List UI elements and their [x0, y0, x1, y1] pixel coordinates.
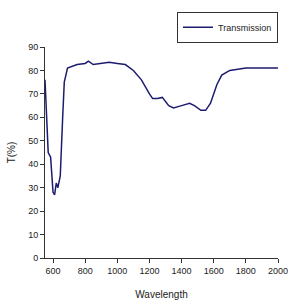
svg-text:800: 800 [78, 266, 93, 276]
svg-text:Wavelength: Wavelength [135, 289, 187, 300]
svg-text:20: 20 [28, 206, 38, 216]
svg-text:1000: 1000 [107, 266, 127, 276]
svg-text:600: 600 [46, 266, 61, 276]
svg-text:10: 10 [28, 230, 38, 240]
svg-text:1800: 1800 [236, 266, 256, 276]
svg-text:1200: 1200 [139, 266, 159, 276]
svg-text:T(%): T(%) [6, 142, 17, 164]
svg-text:60: 60 [28, 112, 38, 122]
svg-text:Transmission: Transmission [218, 23, 271, 33]
svg-text:1400: 1400 [172, 266, 192, 276]
svg-text:70: 70 [28, 89, 38, 99]
svg-text:50: 50 [28, 136, 38, 146]
svg-text:80: 80 [28, 66, 38, 76]
svg-text:2000: 2000 [268, 266, 288, 276]
svg-text:90: 90 [28, 42, 38, 52]
svg-text:1600: 1600 [204, 266, 224, 276]
svg-text:30: 30 [28, 183, 38, 193]
svg-text:40: 40 [28, 159, 38, 169]
svg-text:0: 0 [33, 253, 38, 263]
